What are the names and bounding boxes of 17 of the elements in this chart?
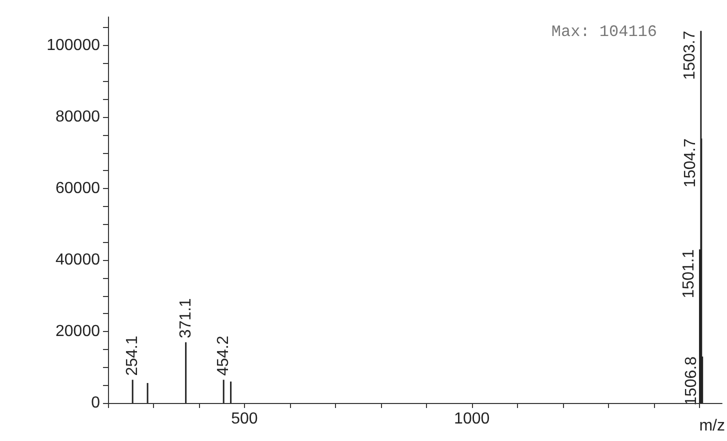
annotation: Max: 104116 [551, 23, 658, 41]
y-tick-label: 40000 [56, 252, 100, 269]
x-tick-label: 500 [231, 410, 258, 428]
y-tick-label: 20000 [56, 323, 100, 340]
annotation: 1506.8 [682, 356, 700, 406]
annotation: 1503.7 [681, 30, 698, 80]
x-axis-title: m/z [699, 418, 726, 434]
y-tick-label: 80000 [56, 108, 100, 126]
annotation: 371.1 [177, 298, 194, 338]
annotation: 1501.1 [680, 249, 698, 298]
x-tick-label: 1000 [454, 410, 490, 428]
y-tick-label: 60000 [56, 180, 100, 198]
annotation: 454.2 [215, 336, 232, 376]
annotation: 254.1 [124, 336, 142, 376]
annotation: 1504.7 [682, 138, 699, 188]
y-tick-label: 100000 [46, 37, 100, 54]
y-tick-label: 0 [91, 394, 100, 412]
